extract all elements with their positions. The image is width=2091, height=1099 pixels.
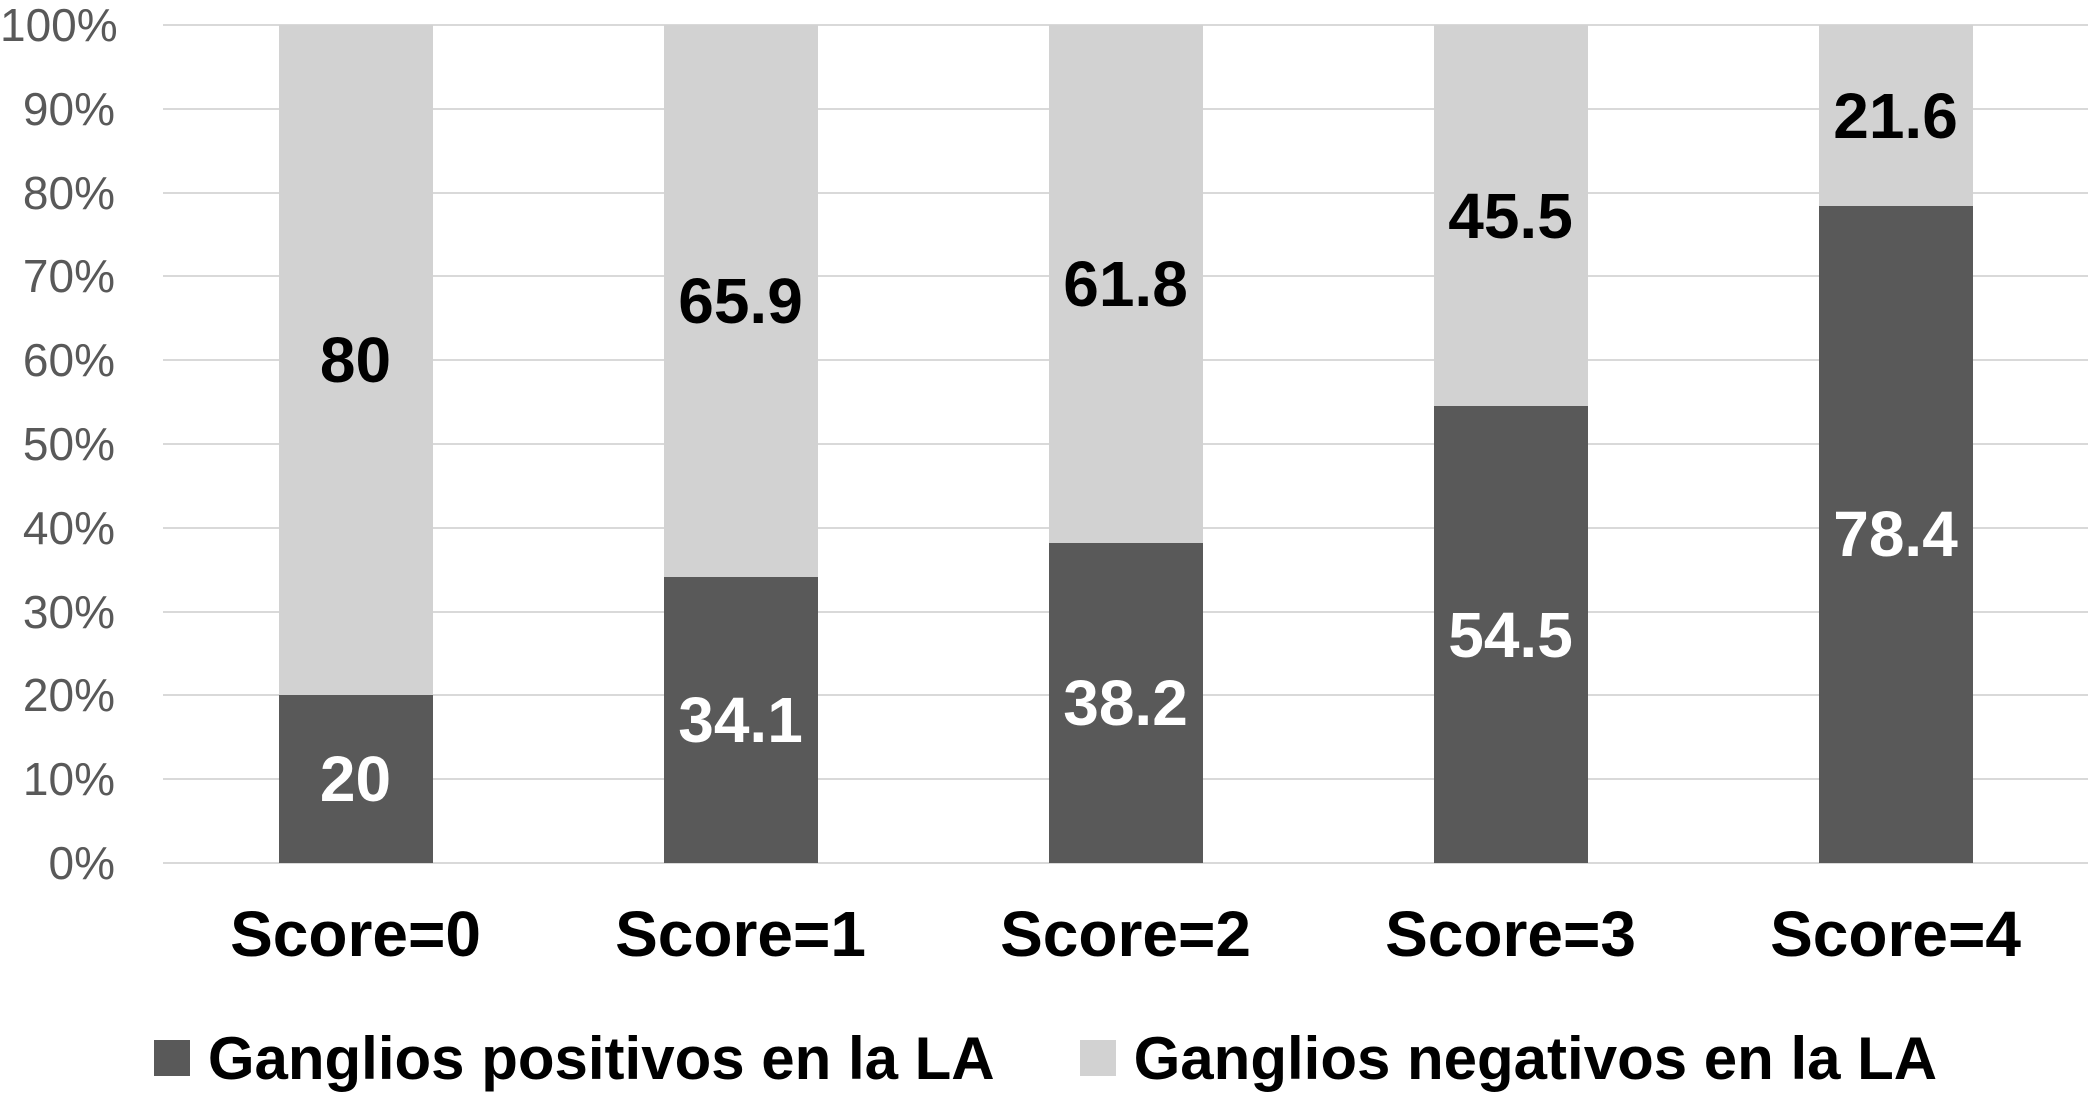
legend-swatch-positivos-icon: [153, 1040, 190, 1076]
x-axis-category-label: Score=2: [1000, 898, 1251, 970]
data-label: 78.4: [1833, 498, 1958, 571]
legend-entry-negativos: Ganglios negativos en la LA: [1079, 1024, 1938, 1093]
x-axis-category-label: Score=1: [615, 898, 866, 970]
y-axis-tick-label: 100%: [0, 0, 118, 51]
data-label: 54.5: [1448, 598, 1573, 671]
y-axis-tick-label: 90%: [22, 82, 115, 135]
bar-segment-positivos: 20: [278, 695, 433, 863]
legend-swatch-negativos-icon: [1079, 1040, 1116, 1076]
y-axis: 0% 10% 20% 30% 40% 50% 60% 70% 80% 90% 100%: [0, 2, 118, 886]
bar-segment-negativos: 80: [278, 25, 433, 696]
y-axis-tick-label: 0%: [48, 837, 115, 889]
y-axis-tick-label: 70%: [22, 250, 115, 303]
bar-segment-negativos: 21.6: [1818, 25, 1973, 206]
x-axis: Score=0 Score=1 Score=2 Score=3 Score=4: [163, 895, 2088, 973]
data-label: 38.2: [1063, 666, 1188, 739]
bar-segment-negativos: 61.8: [1048, 25, 1203, 543]
data-label: 21.6: [1833, 79, 1958, 152]
y-axis-tick-label: 80%: [22, 166, 115, 219]
data-label: 45.5: [1448, 179, 1573, 252]
legend: Ganglios positivos en la LA Ganglios neg…: [0, 1022, 2091, 1094]
bar-segment-negativos: 65.9: [663, 25, 818, 578]
data-label: 65.9: [678, 265, 803, 338]
x-axis-category-label: Score=0: [230, 898, 481, 970]
y-axis-tick-label: 50%: [22, 418, 115, 470]
y-axis-tick-label: 30%: [22, 585, 115, 638]
gridline: [163, 862, 2088, 864]
data-label: 61.8: [1063, 247, 1188, 320]
bar-segment-positivos: 34.1: [663, 577, 818, 863]
x-axis-category-label: Score=3: [1385, 898, 1636, 970]
y-axis-tick-label: 60%: [22, 334, 115, 387]
bar-segment-positivos: 54.5: [1433, 406, 1588, 863]
data-label: 34.1: [678, 684, 803, 757]
bar-segment-positivos: 78.4: [1818, 206, 1973, 863]
legend-entry-positivos: Ganglios positivos en la LA: [153, 1024, 995, 1093]
legend-label-negativos: Ganglios negativos en la LA: [1133, 1024, 1938, 1092]
y-axis-tick-label: 10%: [22, 753, 115, 806]
bar-segment-positivos: 38.2: [1048, 542, 1203, 863]
x-axis-category-label: Score=4: [1770, 898, 2021, 970]
legend-label-positivos: Ganglios positivos en la LA: [207, 1024, 995, 1092]
y-axis-tick-label: 40%: [22, 501, 115, 554]
data-label: 80: [319, 324, 392, 397]
plot-area: 20 80 34.1 65.9 38.2 61.8 54.5 45.5 78.4 21.6: [163, 24, 2088, 864]
y-axis-tick-label: 20%: [22, 669, 115, 722]
bar-segment-negativos: 45.5: [1433, 25, 1588, 407]
data-label: 20: [319, 743, 392, 816]
